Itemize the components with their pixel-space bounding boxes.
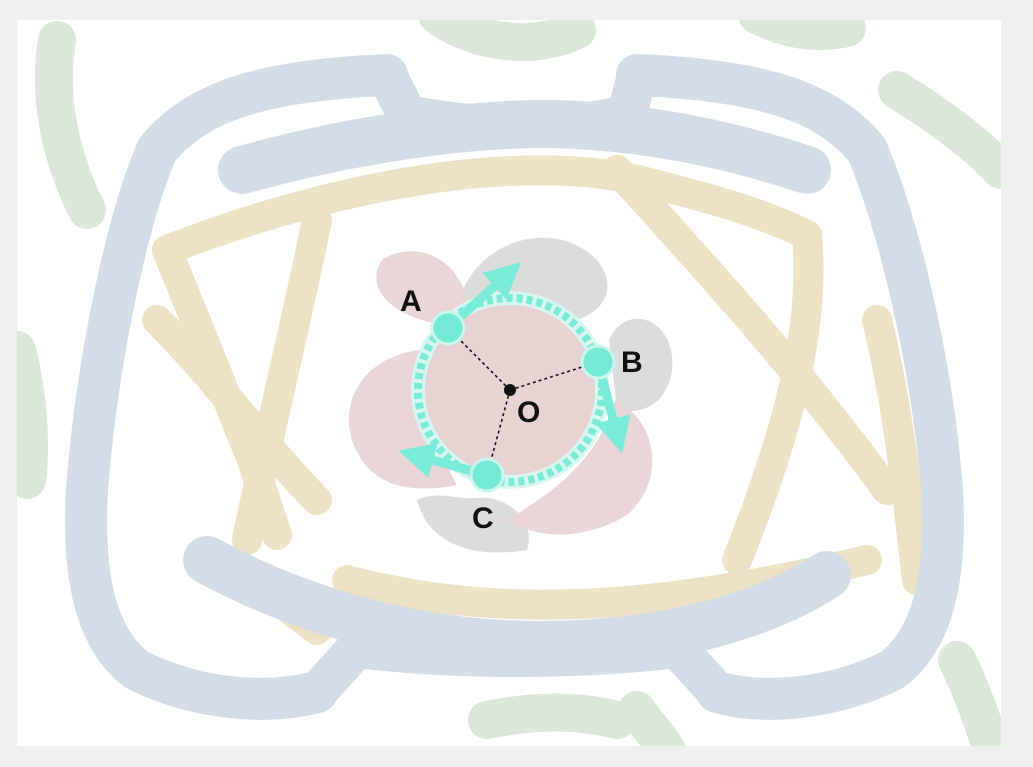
point-b-marker [580,344,616,380]
petal-pink-topleft [376,251,467,325]
label-point-c: C [472,502,494,535]
orbit-points [430,310,616,493]
center-point-o [504,384,516,396]
label-point-b: B [621,346,643,379]
rotation-diagram: A B C O [17,20,1001,746]
diagram-canvas: A B C O [17,20,1001,746]
watermark-blue-badge [65,54,964,720]
point-c-marker [469,457,505,493]
label-point-a: A [400,285,422,318]
petal-gray-right [609,318,673,412]
label-center-o: O [517,396,540,429]
background-watermark [17,20,1001,746]
point-labels: A B C O [400,285,643,535]
watermark-green-swirls [17,20,1001,746]
petal-gray-bottom [417,495,529,553]
point-a-marker [430,310,466,346]
watermark-gold-frame [142,155,932,645]
